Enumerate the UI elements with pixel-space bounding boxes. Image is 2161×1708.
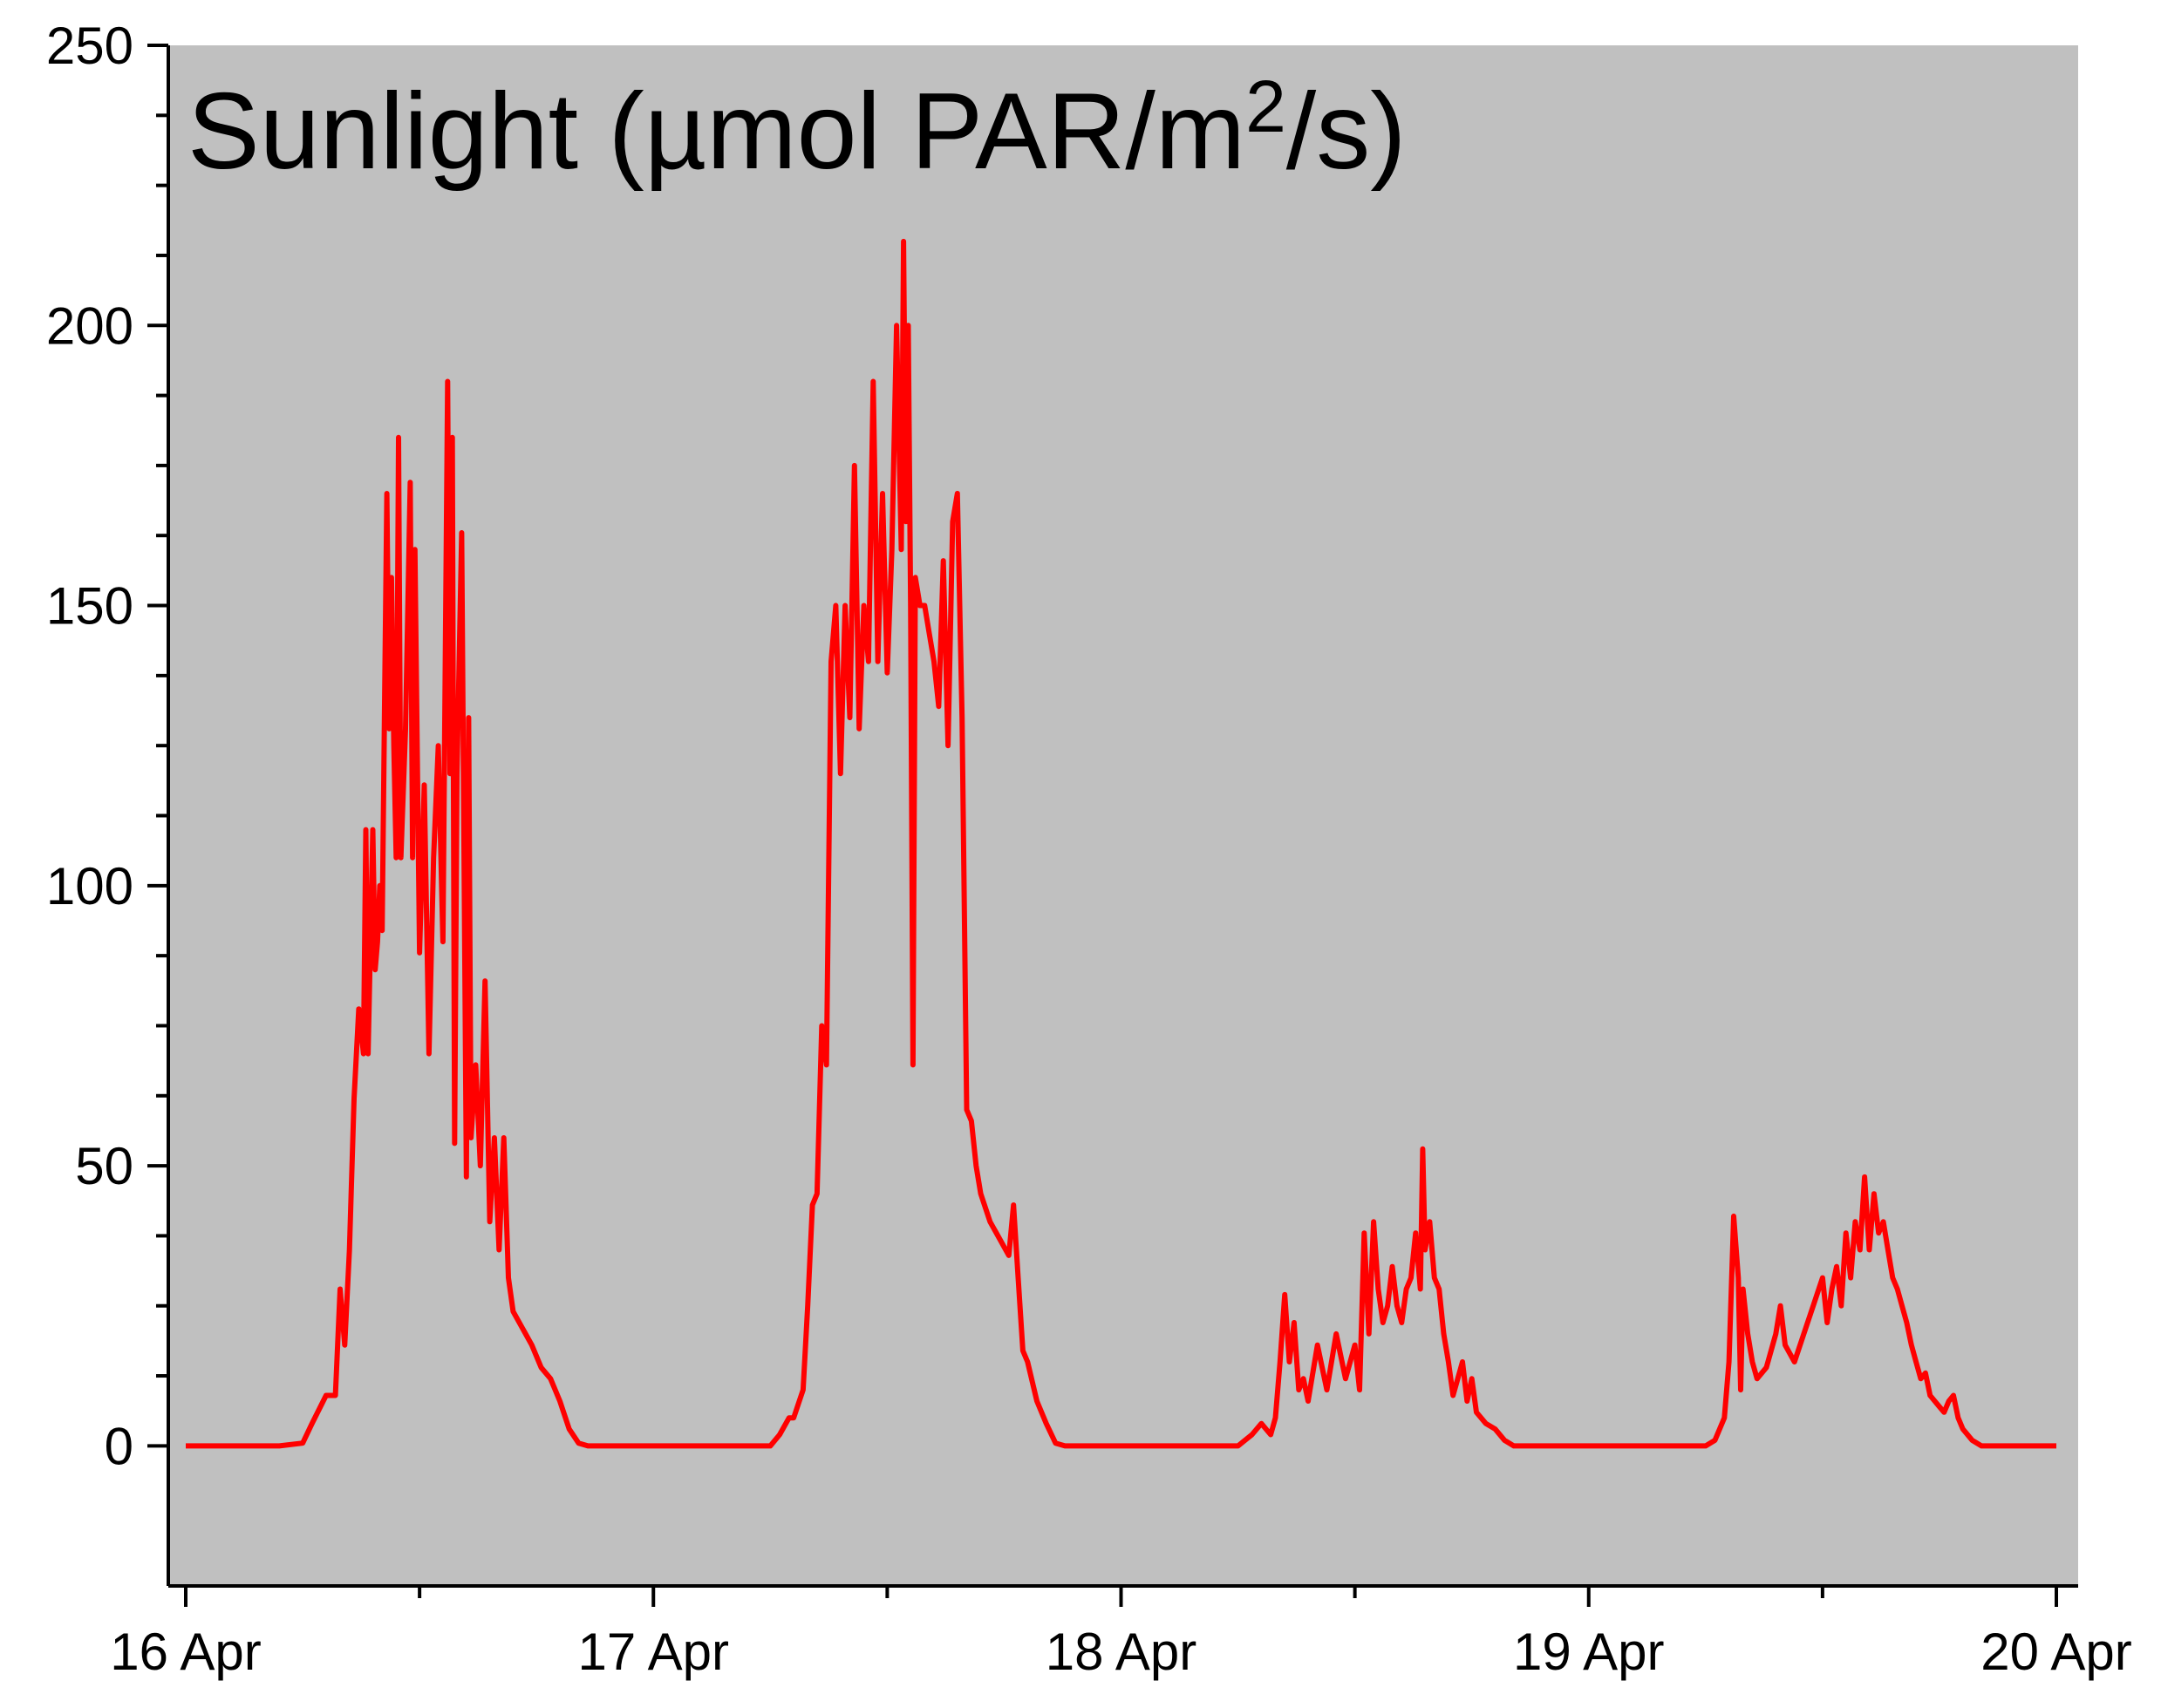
- chart-title-main: Sunlight (µmol PAR/m: [187, 71, 1245, 192]
- chart-title-tail: /s): [1286, 71, 1407, 192]
- sunlight-series-line: [186, 238, 2056, 1449]
- y-axis-ticks: 0 50 100 150 200 250: [46, 17, 168, 1475]
- y-tick-label: 0: [105, 1417, 133, 1475]
- chart-title: Sunlight (µmol PAR/m2/s): [187, 65, 1407, 192]
- y-tick-label: 150: [46, 577, 133, 636]
- y-tick-label: 100: [46, 857, 133, 915]
- y-tick-label: 200: [46, 296, 133, 355]
- y-tick-label: 250: [46, 17, 133, 75]
- x-tick-label: 17 Apr: [578, 1623, 729, 1681]
- x-tick-label: 20 Apr: [1980, 1623, 2131, 1681]
- x-tick-label: 19 Apr: [1513, 1623, 1664, 1681]
- x-axis-ticks: 16 Apr 17 Apr 18 Apr 19 Apr 20 Apr: [110, 1586, 2132, 1681]
- x-tick-label: 16 Apr: [110, 1623, 261, 1681]
- chart-title-superscript: 2: [1245, 65, 1286, 147]
- x-tick-label: 18 Apr: [1046, 1623, 1196, 1681]
- plot-area: [168, 45, 2078, 1586]
- y-tick-label: 50: [75, 1137, 133, 1195]
